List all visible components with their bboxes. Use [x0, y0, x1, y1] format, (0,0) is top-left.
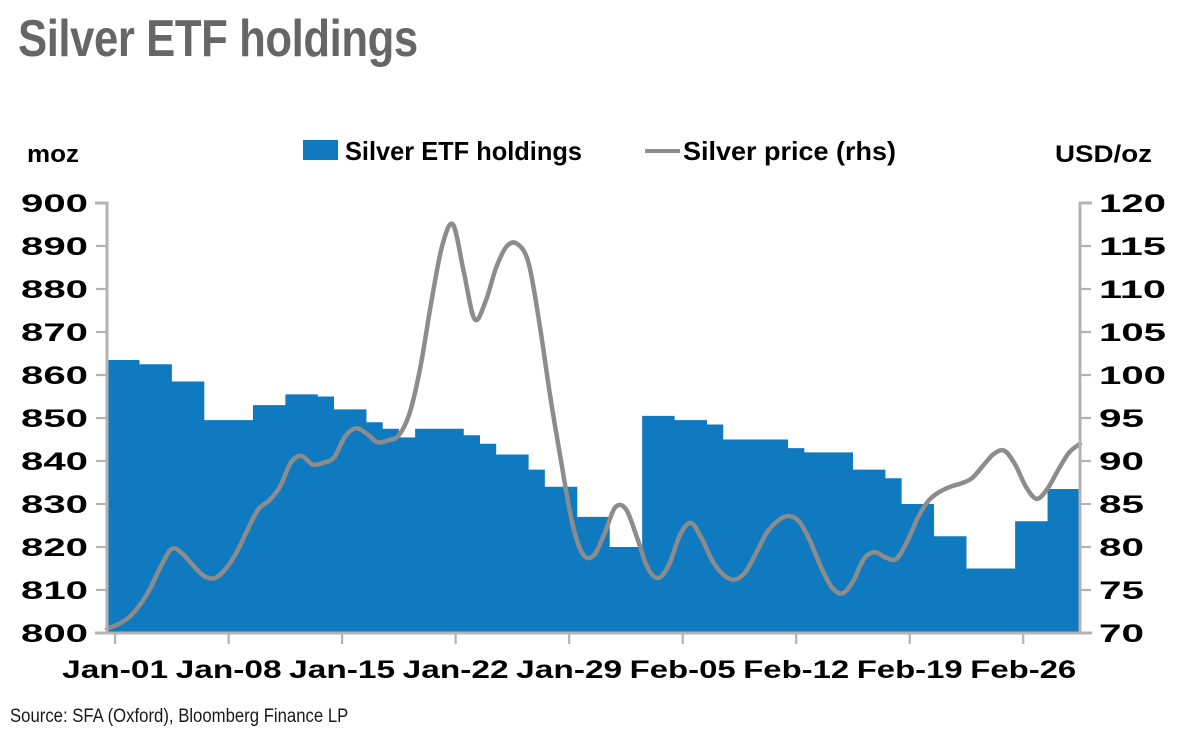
x-tick-label-0: Jan-01 [62, 656, 168, 684]
right-tick-label-10: 70 [1099, 620, 1144, 648]
right-tick-label-4: 100 [1099, 362, 1166, 390]
legend-label-1: Silver price (rhs) [683, 136, 896, 166]
left-tick-label-10: 800 [21, 620, 88, 648]
chart-legend: Silver ETF holdings Silver price (rhs) [303, 136, 896, 166]
x-tick-label-6: Feb-12 [743, 656, 849, 684]
left-tick-label-8: 820 [21, 534, 88, 562]
x-tick-label-2: Jan-15 [289, 656, 395, 684]
left-tick-label-4: 860 [21, 362, 88, 390]
left-tick-label-6: 840 [21, 448, 88, 476]
right-tick-label-3: 105 [1099, 319, 1166, 347]
x-tick-label-4: Jan-29 [516, 656, 622, 684]
right-axis-caption: USD/oz [1055, 141, 1152, 168]
left-tick-label-3: 870 [21, 319, 88, 347]
x-tick-label-5: Feb-05 [630, 656, 736, 684]
chart-axis-labels: moz USD/oz 900 890 880 870 860 850 840 830 820 810 8… [21, 141, 1166, 684]
right-tick-label-6: 90 [1099, 448, 1144, 476]
right-tick-label-2: 110 [1099, 276, 1166, 304]
line-series-silver-price [104, 221, 1083, 631]
left-tick-label-9: 810 [21, 577, 88, 605]
x-tick-label-7: Feb-19 [857, 656, 963, 684]
right-tick-label-8: 80 [1099, 534, 1144, 562]
right-tick-label-9: 75 [1099, 577, 1144, 605]
left-tick-label-7: 830 [21, 491, 88, 519]
right-tick-label-0: 120 [1099, 190, 1166, 218]
left-tick-label-5: 850 [21, 405, 88, 433]
left-tick-label-0: 900 [21, 190, 88, 218]
x-tick-label-8: Feb-26 [970, 656, 1076, 684]
legend-label-0: Silver ETF holdings [345, 136, 582, 166]
right-tick-label-1: 115 [1099, 233, 1166, 261]
chart-axes [95, 201, 1092, 644]
x-tick-label-3: Jan-22 [403, 656, 509, 684]
left-tick-label-2: 880 [21, 276, 88, 304]
price-line-path [104, 221, 1083, 631]
left-tick-label-1: 890 [21, 233, 88, 261]
bar-series-silver-etf-holdings [107, 359, 1080, 633]
page-title: Silver ETF holdings [18, 10, 418, 68]
source-note: Source: SFA (Oxford), Bloomberg Finance … [10, 706, 349, 727]
chart-canvas: Silver ETF holdings Silver price (rhs) mo… [21, 136, 1166, 684]
legend-swatch-0 [303, 140, 338, 160]
right-tick-label-5: 95 [1099, 405, 1144, 433]
right-tick-label-7: 85 [1099, 491, 1144, 519]
bar-area-path [107, 359, 1080, 633]
left-axis-caption: moz [27, 141, 79, 168]
x-tick-label-1: Jan-08 [176, 656, 282, 684]
